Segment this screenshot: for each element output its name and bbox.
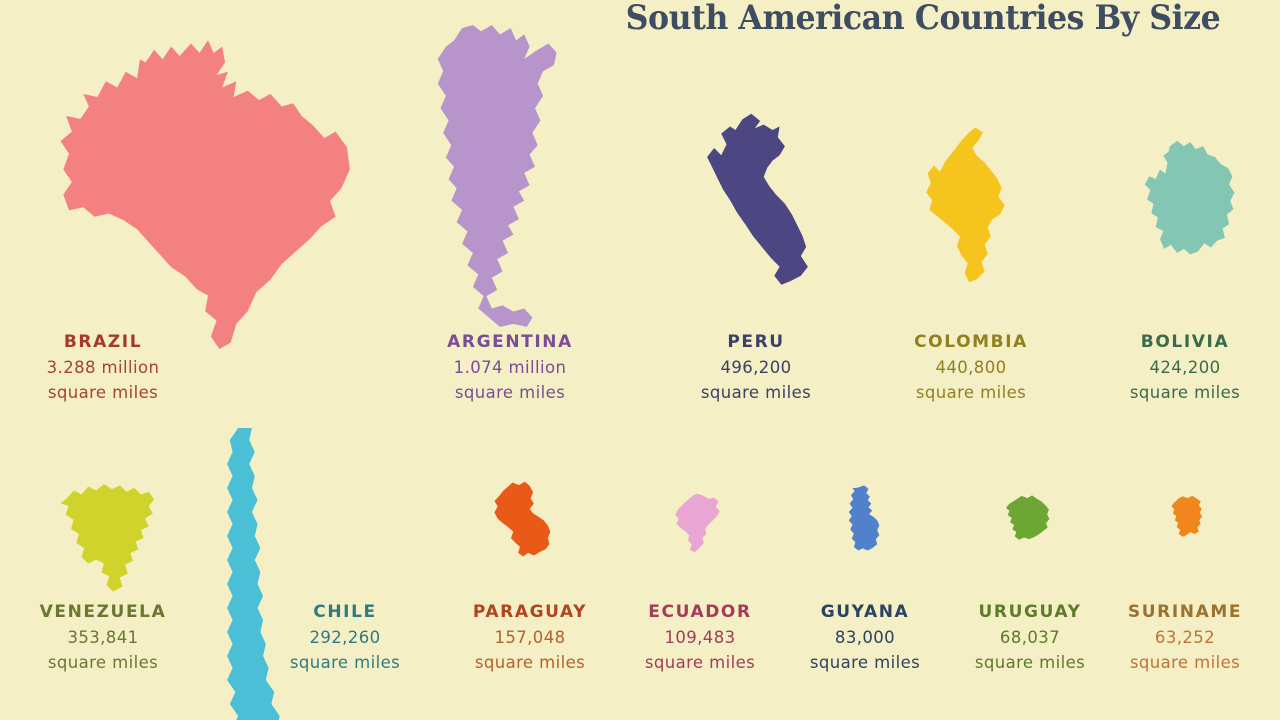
- chile-label: CHILE 292,260 square miles: [260, 600, 430, 675]
- country-area-unit: square miles: [1129, 383, 1241, 402]
- argentina-label: ARGENTINA 1.074 million square miles: [425, 330, 595, 405]
- uruguay-label: URUGUAY 68,037 square miles: [945, 600, 1115, 675]
- country-area: 353,841: [67, 628, 139, 647]
- country-name: VENEZUELA: [39, 602, 167, 622]
- brazil-map-shape: [60, 40, 350, 349]
- country-area-unit: square miles: [47, 383, 159, 402]
- ecuador-map-shape: [675, 493, 720, 553]
- country-area-unit: square miles: [700, 383, 812, 402]
- country-area-unit: square miles: [454, 383, 566, 402]
- country-name: GUYANA: [820, 602, 910, 622]
- bolivia-label: BOLIVIA 424,200 square miles: [1100, 330, 1270, 405]
- country-name: CHILE: [313, 602, 377, 622]
- country-area: 109,483: [664, 628, 736, 647]
- ecuador-label: ECUADOR 109,483 square miles: [615, 600, 785, 675]
- venezuela-map-shape: [60, 484, 155, 592]
- country-area: 1.074 million: [453, 358, 567, 377]
- infographic-title: South American Countries By Size: [625, 0, 1221, 38]
- guyana-label: GUYANA 83,000 square miles: [780, 600, 950, 675]
- country-area-unit: square miles: [974, 653, 1086, 672]
- country-area-unit: square miles: [1129, 653, 1241, 672]
- country-name: URUGUAY: [978, 602, 1082, 622]
- country-name: BRAZIL: [63, 332, 143, 352]
- paraguay-map-shape: [494, 481, 551, 557]
- suriname-label: SURINAME 63,252 square miles: [1100, 600, 1270, 675]
- country-name: PERU: [727, 332, 785, 352]
- venezuela-label: VENEZUELA 353,841 square miles: [18, 600, 188, 675]
- uruguay-map-shape: [1005, 495, 1050, 540]
- country-name: ECUADOR: [648, 602, 752, 622]
- country-area: 83,000: [834, 628, 896, 647]
- country-area-unit: square miles: [644, 653, 756, 672]
- colombia-label: COLOMBIA 440,800 square miles: [886, 330, 1056, 405]
- peru-map-shape: [707, 113, 808, 285]
- country-name: COLOMBIA: [914, 332, 1028, 352]
- country-area: 424,200: [1149, 358, 1221, 377]
- chile-map-shape: [227, 428, 280, 720]
- bolivia-map-shape: [1144, 140, 1235, 255]
- country-area: 3.288 million: [46, 358, 160, 377]
- country-name: PARAGUAY: [472, 602, 588, 622]
- paraguay-label: PARAGUAY 157,048 square miles: [445, 600, 615, 675]
- suriname-map-shape: [1171, 495, 1203, 537]
- country-area-unit: square miles: [915, 383, 1027, 402]
- peru-label: PERU 496,200 square miles: [671, 330, 841, 405]
- country-area-unit: square miles: [289, 653, 401, 672]
- brazil-label: BRAZIL 3.288 million square miles: [18, 330, 188, 405]
- country-area: 157,048: [494, 628, 566, 647]
- country-area: 63,252: [1154, 628, 1216, 647]
- country-area-unit: square miles: [809, 653, 921, 672]
- argentina-map-shape: [437, 25, 557, 327]
- country-area-unit: square miles: [474, 653, 586, 672]
- guyana-map-shape: [848, 485, 880, 551]
- country-area: 496,200: [720, 358, 792, 377]
- colombia-map-shape: [926, 127, 1005, 283]
- country-name: SURINAME: [1127, 602, 1243, 622]
- country-area: 292,260: [309, 628, 381, 647]
- country-name: BOLIVIA: [1140, 332, 1230, 352]
- country-area: 440,800: [935, 358, 1007, 377]
- country-area: 68,037: [999, 628, 1061, 647]
- country-name: ARGENTINA: [447, 332, 573, 352]
- country-area-unit: square miles: [47, 653, 159, 672]
